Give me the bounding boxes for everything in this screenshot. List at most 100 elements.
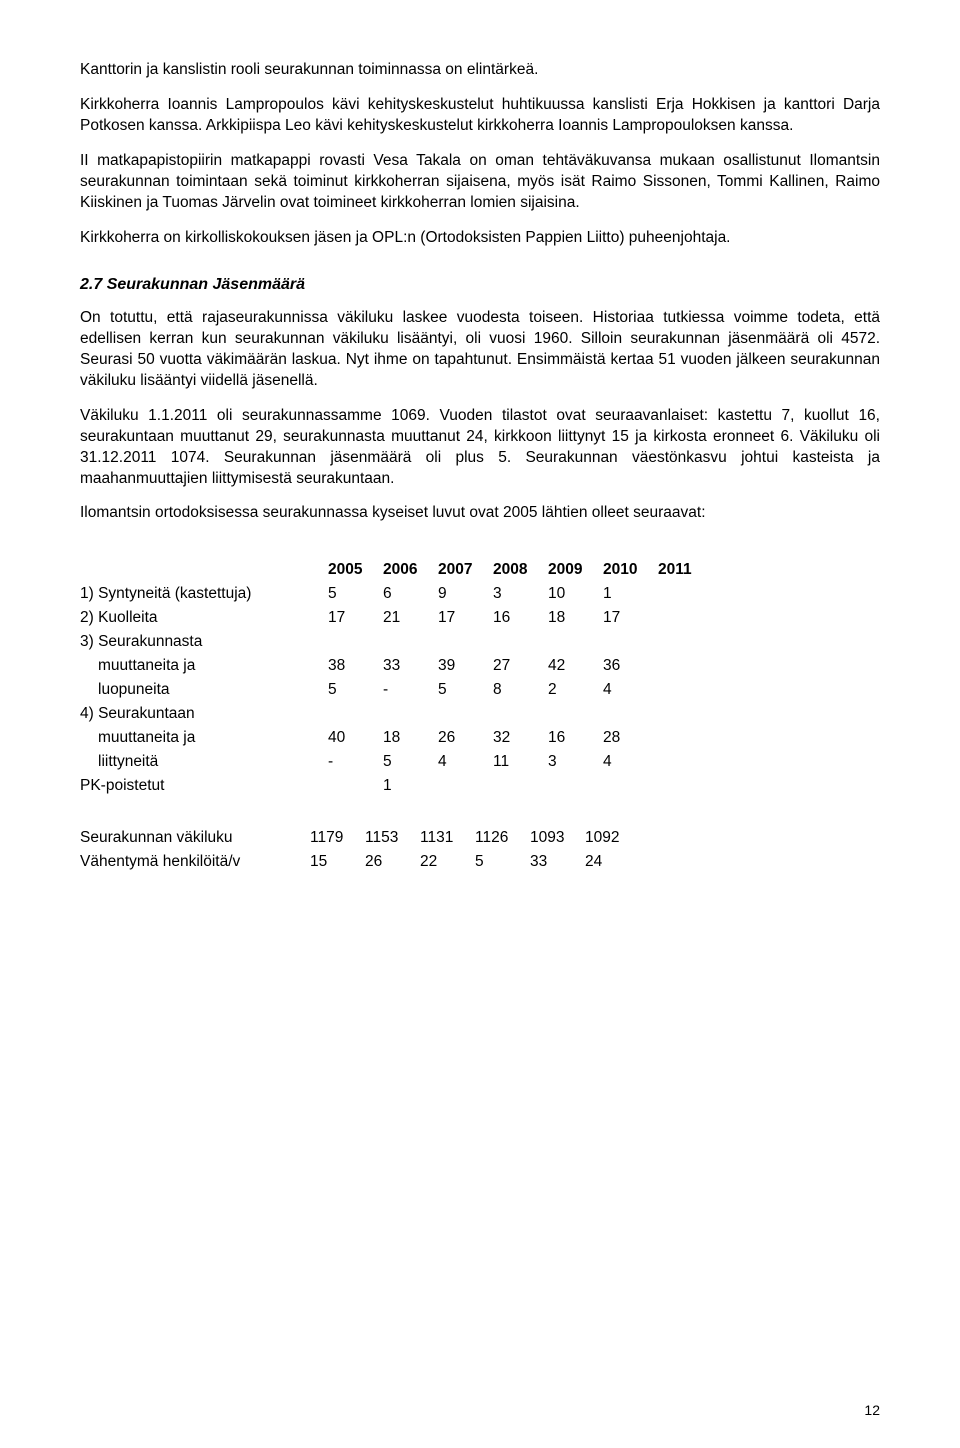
- row-cell: 5: [383, 750, 438, 774]
- row-cell: [328, 702, 383, 726]
- row-cell: 26: [365, 850, 420, 874]
- row-cell: [548, 774, 603, 798]
- row-cell: 5: [475, 850, 530, 874]
- row-label: PK-poistetut: [80, 774, 328, 798]
- row-cell: 17: [328, 606, 383, 630]
- row-cell: [640, 826, 695, 850]
- row-label: muuttaneita ja: [80, 654, 328, 678]
- row-cell: 33: [530, 850, 585, 874]
- table-row: 2) Kuolleita172117161817: [80, 606, 713, 630]
- document-page: Kanttorin ja kanslistin rooli seurakunna…: [0, 0, 960, 1448]
- row-cell: [493, 702, 548, 726]
- stats-table: 2005 2006 2007 2008 2009 2010 2011 1) Sy…: [80, 558, 713, 798]
- row-cell: 24: [585, 850, 640, 874]
- row-cell: 10: [548, 582, 603, 606]
- row-cell: 1093: [530, 826, 585, 850]
- row-cell: 33: [383, 654, 438, 678]
- row-cell: [658, 774, 713, 798]
- row-cell: [658, 606, 713, 630]
- row-cell: 9: [438, 582, 493, 606]
- row-cell: 22: [420, 850, 475, 874]
- row-cell: 18: [383, 726, 438, 750]
- row-cell: 17: [603, 606, 658, 630]
- table-row: 4) Seurakuntaan: [80, 702, 713, 726]
- row-cell: [548, 630, 603, 654]
- row-cell: 1092: [585, 826, 640, 850]
- row-cell: 1179: [310, 826, 365, 850]
- paragraph-6: Väkiluku 1.1.2011 oli seurakunnassamme 1…: [80, 406, 880, 490]
- row-cell: [658, 726, 713, 750]
- table-header-year: 2008: [493, 558, 548, 582]
- table-row: liittyneitä-541134: [80, 750, 713, 774]
- row-cell: 5: [328, 678, 383, 702]
- row-cell: 1126: [475, 826, 530, 850]
- table-row: Vähentymä henkilöitä/v15262253324: [80, 850, 695, 874]
- section-heading-2-7: 2.7 Seurakunnan Jäsenmäärä: [80, 276, 880, 294]
- row-cell: [658, 630, 713, 654]
- row-cell: 21: [383, 606, 438, 630]
- row-cell: [603, 702, 658, 726]
- row-cell: 3: [493, 582, 548, 606]
- row-label: 1) Syntyneitä (kastettuja): [80, 582, 328, 606]
- row-cell: 5: [438, 678, 493, 702]
- table-header-year: 2007: [438, 558, 493, 582]
- table-row: muuttaneita ja383339274236: [80, 654, 713, 678]
- row-cell: 8: [493, 678, 548, 702]
- paragraph-5: On totuttu, että rajaseurakunnissa väkil…: [80, 308, 880, 392]
- row-cell: 18: [548, 606, 603, 630]
- table-header-blank: [80, 558, 328, 582]
- row-cell: 11: [493, 750, 548, 774]
- row-cell: 42: [548, 654, 603, 678]
- row-cell: 5: [328, 582, 383, 606]
- page-number: 12: [864, 1402, 880, 1418]
- table-row: muuttaneita ja401826321628: [80, 726, 713, 750]
- row-cell: [383, 702, 438, 726]
- table-header-year: 2011: [658, 558, 713, 582]
- table-row: 1) Syntyneitä (kastettuja)5693101: [80, 582, 713, 606]
- table-header-row: 2005 2006 2007 2008 2009 2010 2011: [80, 558, 713, 582]
- row-label: liittyneitä: [80, 750, 328, 774]
- row-label: 4) Seurakuntaan: [80, 702, 328, 726]
- row-cell: 40: [328, 726, 383, 750]
- row-cell: [493, 774, 548, 798]
- row-cell: [658, 678, 713, 702]
- row-label: muuttaneita ja: [80, 726, 328, 750]
- row-label: 2) Kuolleita: [80, 606, 328, 630]
- table-header-year: 2006: [383, 558, 438, 582]
- row-cell: 1: [603, 582, 658, 606]
- row-cell: 4: [603, 678, 658, 702]
- row-cell: 6: [383, 582, 438, 606]
- row-cell: [438, 774, 493, 798]
- row-cell: [658, 750, 713, 774]
- row-cell: 1153: [365, 826, 420, 850]
- row-cell: 36: [603, 654, 658, 678]
- row-cell: 1131: [420, 826, 475, 850]
- row-cell: 16: [548, 726, 603, 750]
- row-cell: [328, 630, 383, 654]
- row-cell: [658, 654, 713, 678]
- row-cell: 15: [310, 850, 365, 874]
- row-cell: 3: [548, 750, 603, 774]
- row-cell: [328, 774, 383, 798]
- row-cell: [438, 702, 493, 726]
- row-cell: [603, 630, 658, 654]
- table-row: PK-poistetut 1: [80, 774, 713, 798]
- row-cell: 2: [548, 678, 603, 702]
- row-cell: 28: [603, 726, 658, 750]
- table-row: 3) Seurakunnasta: [80, 630, 713, 654]
- table-intro-text: Ilomantsin ortodoksisessa seurakunnassa …: [80, 504, 880, 522]
- paragraph-1: Kanttorin ja kanslistin rooli seurakunna…: [80, 60, 880, 81]
- row-cell: 16: [493, 606, 548, 630]
- row-label: luopuneita: [80, 678, 328, 702]
- summary-table: Seurakunnan väkiluku11791153113111261093…: [80, 826, 695, 874]
- row-cell: [640, 850, 695, 874]
- row-cell: 1: [383, 774, 438, 798]
- row-cell: [658, 702, 713, 726]
- row-label: Vähentymä henkilöitä/v: [80, 850, 310, 874]
- table-header-year: 2010: [603, 558, 658, 582]
- row-cell: 26: [438, 726, 493, 750]
- row-cell: 38: [328, 654, 383, 678]
- paragraph-3: II matkapapistopiirin matkapappi rovasti…: [80, 151, 880, 214]
- paragraph-4: Kirkkoherra on kirkolliskokouksen jäsen …: [80, 228, 880, 249]
- row-cell: 4: [438, 750, 493, 774]
